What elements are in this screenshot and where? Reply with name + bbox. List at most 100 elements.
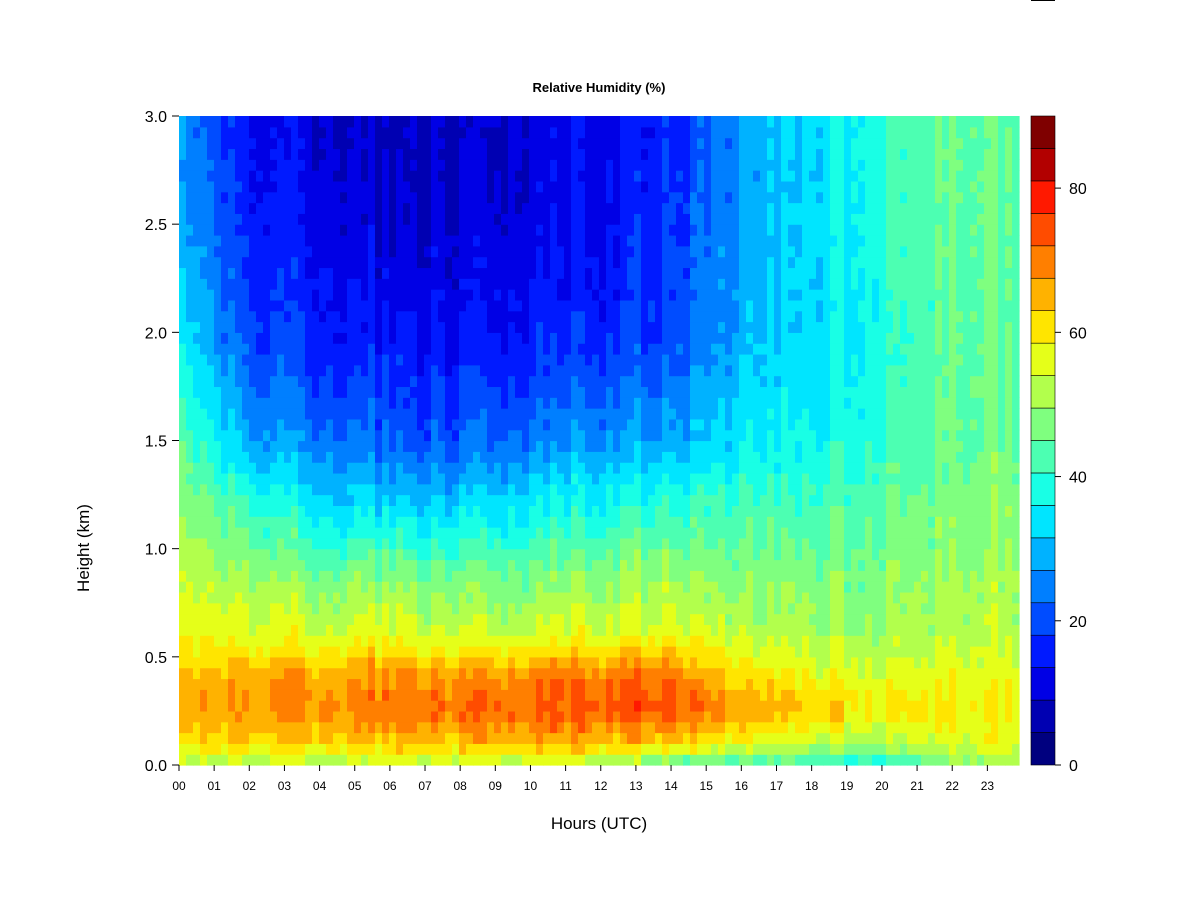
heatmap-cell	[368, 516, 376, 528]
heatmap-cell	[508, 180, 516, 193]
heatmap-cell	[641, 245, 649, 258]
heatmap-cell	[221, 483, 229, 496]
heatmap-cell	[592, 581, 600, 593]
heatmap-cell	[305, 656, 313, 669]
heatmap-cell	[732, 224, 740, 236]
heatmap-cell	[340, 710, 348, 723]
heatmap-cell	[494, 234, 502, 247]
heatmap-cell	[438, 440, 446, 452]
heatmap-cell	[207, 613, 215, 625]
heatmap-cell	[550, 299, 558, 312]
heatmap-cell	[487, 548, 495, 561]
heatmap-cell	[718, 289, 726, 301]
heatmap-cell	[690, 721, 698, 734]
heatmap-cell	[690, 343, 698, 355]
heatmap-cell	[235, 137, 243, 150]
heatmap-cell	[718, 386, 726, 398]
heatmap-cell	[221, 137, 229, 150]
heatmap-cell	[732, 462, 740, 474]
heatmap-cell	[697, 700, 705, 712]
heatmap-cell	[452, 126, 460, 139]
heatmap-cell	[704, 321, 712, 333]
heatmap-cell	[508, 581, 516, 593]
heatmap-cell	[186, 527, 194, 539]
heatmap-cell	[592, 397, 600, 409]
heatmap-cell	[690, 364, 698, 377]
heatmap-cell	[270, 289, 278, 301]
heatmap-cell	[389, 559, 397, 571]
heatmap-cell	[368, 559, 376, 571]
heatmap-cell	[564, 213, 572, 225]
heatmap-cell	[613, 278, 621, 290]
heatmap-cell	[655, 375, 663, 388]
heatmap-cell	[207, 754, 215, 766]
heatmap-cell	[648, 689, 656, 701]
heatmap-cell	[179, 364, 187, 377]
heatmap-cell	[550, 116, 558, 128]
heatmap-cell	[375, 721, 383, 734]
heatmap-cell	[676, 559, 684, 571]
heatmap-cell	[739, 700, 747, 712]
heatmap-cell	[725, 289, 733, 301]
heatmap-cell	[305, 397, 313, 409]
heatmap-cell	[592, 516, 600, 528]
heatmap-cell	[599, 267, 607, 279]
heatmap-cell	[375, 299, 383, 312]
heatmap-cell	[277, 613, 285, 625]
heatmap-cell	[326, 667, 334, 680]
heatmap-cell	[186, 224, 194, 236]
heatmap-cell	[193, 570, 201, 582]
heatmap-cell	[179, 678, 187, 690]
heatmap-cell	[725, 494, 733, 506]
heatmap-cell	[256, 505, 264, 517]
heatmap-cell	[718, 159, 726, 171]
heatmap-cell	[739, 148, 747, 160]
heatmap-cell	[753, 602, 761, 615]
heatmap-cell	[564, 386, 572, 398]
heatmap-cell	[543, 581, 551, 593]
heatmap-cell	[711, 743, 719, 755]
heatmap-cell	[550, 191, 558, 204]
heatmap-cell	[564, 689, 572, 701]
heatmap-cell	[368, 624, 376, 636]
heatmap-cell	[753, 483, 761, 496]
heatmap-cell	[186, 494, 194, 506]
heatmap-cell	[193, 332, 201, 344]
heatmap-cell	[333, 440, 341, 452]
heatmap-cell	[515, 364, 523, 377]
heatmap-cell	[375, 613, 383, 625]
heatmap-cell	[200, 418, 208, 431]
heatmap-cell	[263, 170, 271, 182]
heatmap-cell	[319, 689, 327, 701]
heatmap-cell	[242, 353, 250, 366]
heatmap-cell	[200, 332, 208, 344]
heatmap-cell	[305, 678, 313, 690]
heatmap-cell	[522, 451, 530, 463]
heatmap-cell	[739, 289, 747, 301]
heatmap-cell	[263, 278, 271, 290]
heatmap-cell	[571, 548, 579, 561]
heatmap-cell	[368, 191, 376, 204]
heatmap-cell	[431, 537, 439, 550]
heatmap-cell	[725, 635, 733, 647]
heatmap-cell	[438, 472, 446, 485]
heatmap-cell	[599, 170, 607, 182]
heatmap-cell	[347, 191, 355, 204]
heatmap-cell	[704, 278, 712, 290]
heatmap-cell	[683, 548, 691, 561]
heatmap-cell	[550, 397, 558, 409]
heatmap-cell	[690, 678, 698, 690]
heatmap-cell	[655, 191, 663, 204]
heatmap-cell	[186, 591, 194, 604]
heatmap-cell	[627, 440, 635, 452]
heatmap-cell	[186, 656, 194, 669]
heatmap-cell	[536, 170, 544, 182]
heatmap-cell	[662, 689, 670, 701]
heatmap-cell	[718, 635, 726, 647]
heatmap-cell	[620, 710, 628, 723]
heatmap-cell	[543, 754, 551, 766]
heatmap-cell	[529, 310, 537, 323]
heatmap-cell	[214, 559, 222, 571]
heatmap-cell	[725, 613, 733, 625]
heatmap-cell	[732, 397, 740, 409]
